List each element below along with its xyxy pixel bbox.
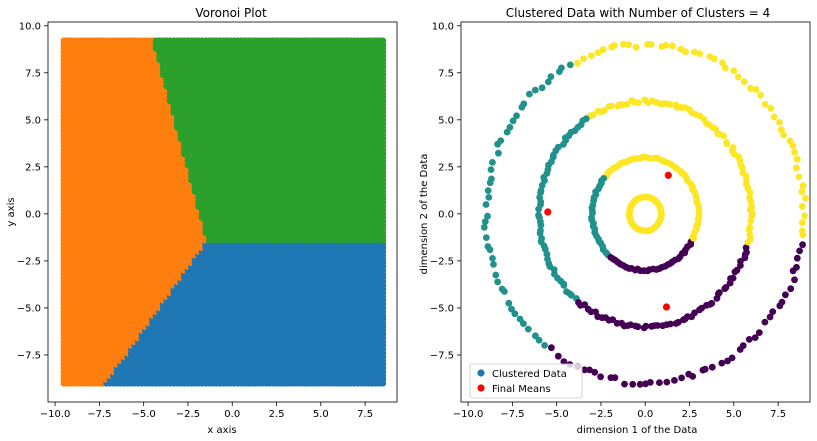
voronoi-chart: Voronoi Plot −10.0 −7.5 −5.0 −2.5 0.0 2.5 5.0 7…	[6, 6, 398, 436]
voronoi-points	[60, 37, 387, 387]
voronoi-title: Voronoi Plot	[195, 6, 267, 20]
